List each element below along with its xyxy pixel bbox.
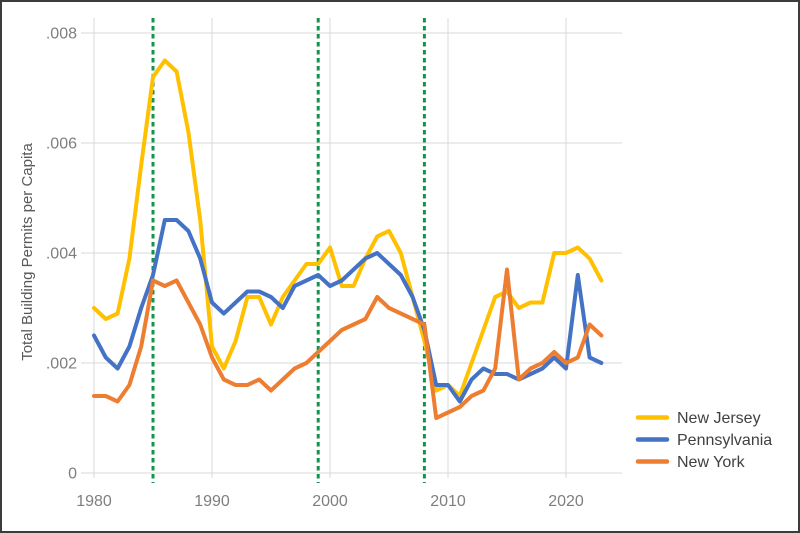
legend-label: Pennsylvania [677,432,772,449]
x-tick-label: 2020 [548,493,584,510]
axis-tick-labels: .008 .006 .004 .002 0 1980 1990 2000 2010 2020 [46,26,584,511]
y-tick-label: .006 [46,136,77,153]
series-lines [92,58,604,420]
x-tick-label: 1990 [194,493,230,510]
x-tick-label: 1980 [76,493,112,510]
legend-label: New Jersey [677,410,761,427]
legend-item-new-jersey: New Jersey [635,410,761,427]
y-tick-label: .004 [46,246,77,263]
legend-item-new-york: New York [635,454,746,471]
x-tick-label: 2000 [312,493,348,510]
legend-item-pennsylvania: Pennsylvania [635,432,772,449]
gridlines [81,18,622,478]
series-line-new-jersey [92,58,604,398]
legend: New Jersey Pennsylvania New York [635,410,772,471]
recession-reference-lines [151,18,426,483]
legend-label: New York [677,454,746,471]
x-tick-label: 2010 [430,493,466,510]
series-line-new-york [92,267,604,420]
y-tick-label: .002 [46,356,77,373]
y-tick-label: 0 [68,466,77,483]
y-tick-label: .008 [46,26,77,43]
y-axis-title: Total Building Permits per Capita [19,143,36,361]
